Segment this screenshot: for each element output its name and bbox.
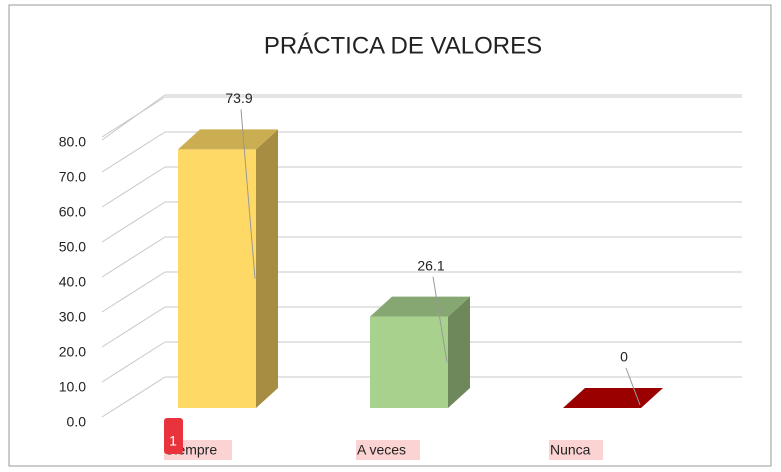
- label-leader: [240, 109, 256, 279]
- x-tick-label: Nunca: [550, 442, 591, 458]
- badge: [164, 418, 183, 454]
- chart-title: PRÁCTICA DE VALORES: [264, 32, 542, 59]
- label-leader: [432, 276, 448, 363]
- grid-line-depth: [101, 131, 166, 173]
- grid-line-depth: [101, 271, 166, 313]
- bar-top: [563, 388, 663, 408]
- bar: [563, 388, 663, 408]
- grid-line-depth: [101, 166, 166, 208]
- grid-line-depth: [101, 376, 166, 418]
- data-label: 0: [620, 349, 628, 365]
- y-tick-label: 10.0: [59, 379, 86, 395]
- x-tick-label: A veces: [357, 442, 406, 458]
- y-tick-label: 80.0: [59, 134, 86, 150]
- grid-line-depth: [101, 201, 166, 243]
- y-tick-label: 40.0: [59, 274, 86, 290]
- label-leader: [625, 367, 641, 406]
- grid-line-depth: [101, 96, 166, 138]
- bar-side: [256, 129, 278, 408]
- y-tick-label: 70.0: [59, 169, 86, 185]
- grid-line-depth: [101, 236, 166, 278]
- category-highlight: [356, 440, 420, 460]
- bar-top: [370, 296, 470, 317]
- data-label: 26.1: [417, 257, 444, 273]
- grid-line-depth: [101, 306, 166, 348]
- y-tick-label: 60.0: [59, 204, 86, 220]
- bar-top: [178, 129, 278, 150]
- bar-front: [178, 149, 256, 408]
- bar: [178, 129, 278, 408]
- bar: [370, 296, 470, 408]
- category-highlight: [549, 440, 603, 460]
- bar-front: [370, 316, 448, 408]
- y-tick-label: 50.0: [59, 239, 86, 255]
- y-tick-label: 30.0: [59, 309, 86, 325]
- bar-side: [448, 296, 470, 408]
- y-tick-label: 20.0: [59, 344, 86, 360]
- badge-text: 1: [169, 433, 177, 449]
- y-tick-label: 0.0: [67, 414, 87, 430]
- grid-line-depth: [101, 341, 166, 383]
- data-label: 73.9: [225, 90, 252, 106]
